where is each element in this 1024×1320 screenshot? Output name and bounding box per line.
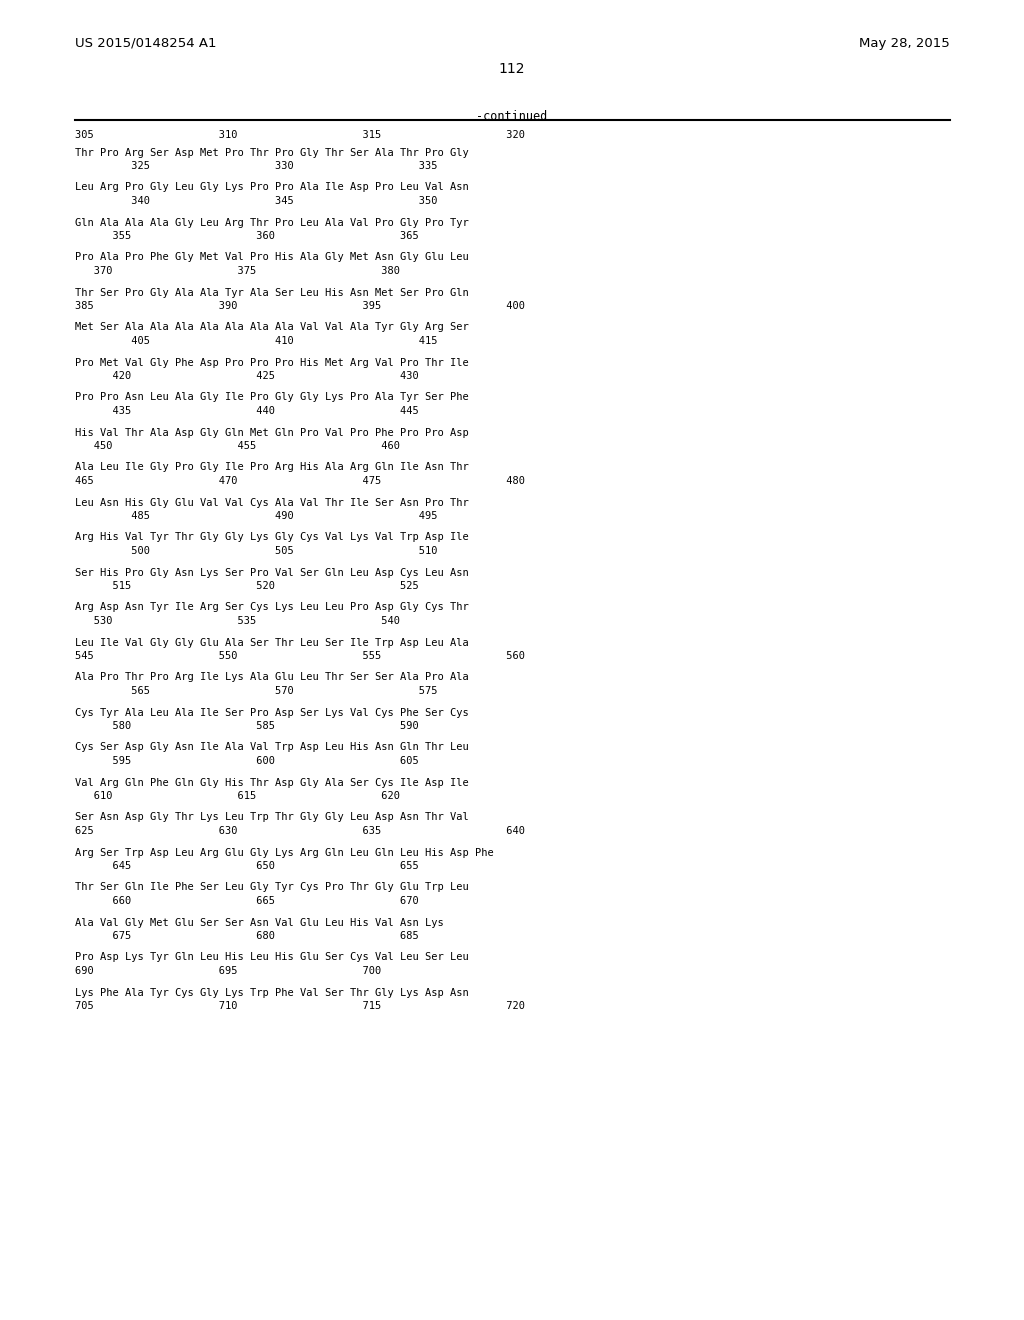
Text: 435                    440                    445: 435 440 445 <box>75 407 419 416</box>
Text: 660                    665                    670: 660 665 670 <box>75 896 419 906</box>
Text: Arg Asp Asn Tyr Ile Arg Ser Cys Lys Leu Leu Pro Asp Gly Cys Thr: Arg Asp Asn Tyr Ile Arg Ser Cys Lys Leu … <box>75 602 469 612</box>
Text: 675                    680                    685: 675 680 685 <box>75 931 419 941</box>
Text: 565                    570                    575: 565 570 575 <box>75 686 437 696</box>
Text: 405                    410                    415: 405 410 415 <box>75 337 437 346</box>
Text: -continued: -continued <box>476 110 548 123</box>
Text: Pro Met Val Gly Phe Asp Pro Pro Pro His Met Arg Val Pro Thr Ile: Pro Met Val Gly Phe Asp Pro Pro Pro His … <box>75 358 469 367</box>
Text: Arg Ser Trp Asp Leu Arg Glu Gly Lys Arg Gln Leu Gln Leu His Asp Phe: Arg Ser Trp Asp Leu Arg Glu Gly Lys Arg … <box>75 847 494 858</box>
Text: Leu Asn His Gly Glu Val Val Cys Ala Val Thr Ile Ser Asn Pro Thr: Leu Asn His Gly Glu Val Val Cys Ala Val … <box>75 498 469 507</box>
Text: 305                    310                    315                    320: 305 310 315 320 <box>75 129 525 140</box>
Text: US 2015/0148254 A1: US 2015/0148254 A1 <box>75 37 216 50</box>
Text: Arg His Val Tyr Thr Gly Gly Lys Gly Cys Val Lys Val Trp Asp Ile: Arg His Val Tyr Thr Gly Gly Lys Gly Cys … <box>75 532 469 543</box>
Text: 595                    600                    605: 595 600 605 <box>75 756 419 766</box>
Text: 580                    585                    590: 580 585 590 <box>75 721 419 731</box>
Text: Thr Pro Arg Ser Asp Met Pro Thr Pro Gly Thr Ser Ala Thr Pro Gly: Thr Pro Arg Ser Asp Met Pro Thr Pro Gly … <box>75 148 469 157</box>
Text: 385                    390                    395                    400: 385 390 395 400 <box>75 301 525 312</box>
Text: 705                    710                    715                    720: 705 710 715 720 <box>75 1001 525 1011</box>
Text: 340                    345                    350: 340 345 350 <box>75 195 437 206</box>
Text: 112: 112 <box>499 62 525 77</box>
Text: Gln Ala Ala Ala Gly Leu Arg Thr Pro Leu Ala Val Pro Gly Pro Tyr: Gln Ala Ala Ala Gly Leu Arg Thr Pro Leu … <box>75 218 469 227</box>
Text: 610                    615                    620: 610 615 620 <box>75 791 400 801</box>
Text: Cys Tyr Ala Leu Ala Ile Ser Pro Asp Ser Lys Val Cys Phe Ser Cys: Cys Tyr Ala Leu Ala Ile Ser Pro Asp Ser … <box>75 708 469 718</box>
Text: His Val Thr Ala Asp Gly Gln Met Gln Pro Val Pro Phe Pro Pro Asp: His Val Thr Ala Asp Gly Gln Met Gln Pro … <box>75 428 469 437</box>
Text: 545                    550                    555                    560: 545 550 555 560 <box>75 651 525 661</box>
Text: Thr Ser Pro Gly Ala Ala Tyr Ala Ser Leu His Asn Met Ser Pro Gln: Thr Ser Pro Gly Ala Ala Tyr Ala Ser Leu … <box>75 288 469 297</box>
Text: 530                    535                    540: 530 535 540 <box>75 616 400 626</box>
Text: 325                    330                    335: 325 330 335 <box>75 161 437 172</box>
Text: Thr Ser Gln Ile Phe Ser Leu Gly Tyr Cys Pro Thr Gly Glu Trp Leu: Thr Ser Gln Ile Phe Ser Leu Gly Tyr Cys … <box>75 883 469 892</box>
Text: Cys Ser Asp Gly Asn Ile Ala Val Trp Asp Leu His Asn Gln Thr Leu: Cys Ser Asp Gly Asn Ile Ala Val Trp Asp … <box>75 742 469 752</box>
Text: Met Ser Ala Ala Ala Ala Ala Ala Ala Val Val Ala Tyr Gly Arg Ser: Met Ser Ala Ala Ala Ala Ala Ala Ala Val … <box>75 322 469 333</box>
Text: 500                    505                    510: 500 505 510 <box>75 546 437 556</box>
Text: Leu Arg Pro Gly Leu Gly Lys Pro Pro Ala Ile Asp Pro Leu Val Asn: Leu Arg Pro Gly Leu Gly Lys Pro Pro Ala … <box>75 182 469 193</box>
Text: 485                    490                    495: 485 490 495 <box>75 511 437 521</box>
Text: 420                    425                    430: 420 425 430 <box>75 371 419 381</box>
Text: Pro Ala Pro Phe Gly Met Val Pro His Ala Gly Met Asn Gly Glu Leu: Pro Ala Pro Phe Gly Met Val Pro His Ala … <box>75 252 469 263</box>
Text: Ser Asn Asp Gly Thr Lys Leu Trp Thr Gly Gly Leu Asp Asn Thr Val: Ser Asn Asp Gly Thr Lys Leu Trp Thr Gly … <box>75 813 469 822</box>
Text: 370                    375                    380: 370 375 380 <box>75 267 400 276</box>
Text: Ala Pro Thr Pro Arg Ile Lys Ala Glu Leu Thr Ser Ser Ala Pro Ala: Ala Pro Thr Pro Arg Ile Lys Ala Glu Leu … <box>75 672 469 682</box>
Text: Pro Pro Asn Leu Ala Gly Ile Pro Gly Gly Lys Pro Ala Tyr Ser Phe: Pro Pro Asn Leu Ala Gly Ile Pro Gly Gly … <box>75 392 469 403</box>
Text: Ala Val Gly Met Glu Ser Ser Asn Val Glu Leu His Val Asn Lys: Ala Val Gly Met Glu Ser Ser Asn Val Glu … <box>75 917 443 928</box>
Text: 355                    360                    365: 355 360 365 <box>75 231 419 242</box>
Text: Val Arg Gln Phe Gln Gly His Thr Asp Gly Ala Ser Cys Ile Asp Ile: Val Arg Gln Phe Gln Gly His Thr Asp Gly … <box>75 777 469 788</box>
Text: Ala Leu Ile Gly Pro Gly Ile Pro Arg His Ala Arg Gln Ile Asn Thr: Ala Leu Ile Gly Pro Gly Ile Pro Arg His … <box>75 462 469 473</box>
Text: 690                    695                    700: 690 695 700 <box>75 966 381 975</box>
Text: Lys Phe Ala Tyr Cys Gly Lys Trp Phe Val Ser Thr Gly Lys Asp Asn: Lys Phe Ala Tyr Cys Gly Lys Trp Phe Val … <box>75 987 469 998</box>
Text: Pro Asp Lys Tyr Gln Leu His Leu His Glu Ser Cys Val Leu Ser Leu: Pro Asp Lys Tyr Gln Leu His Leu His Glu … <box>75 953 469 962</box>
Text: 645                    650                    655: 645 650 655 <box>75 861 419 871</box>
Text: May 28, 2015: May 28, 2015 <box>859 37 950 50</box>
Text: 515                    520                    525: 515 520 525 <box>75 581 419 591</box>
Text: 465                    470                    475                    480: 465 470 475 480 <box>75 477 525 486</box>
Text: 625                    630                    635                    640: 625 630 635 640 <box>75 826 525 836</box>
Text: Ser His Pro Gly Asn Lys Ser Pro Val Ser Gln Leu Asp Cys Leu Asn: Ser His Pro Gly Asn Lys Ser Pro Val Ser … <box>75 568 469 578</box>
Text: Leu Ile Val Gly Gly Glu Ala Ser Thr Leu Ser Ile Trp Asp Leu Ala: Leu Ile Val Gly Gly Glu Ala Ser Thr Leu … <box>75 638 469 648</box>
Text: 450                    455                    460: 450 455 460 <box>75 441 400 451</box>
